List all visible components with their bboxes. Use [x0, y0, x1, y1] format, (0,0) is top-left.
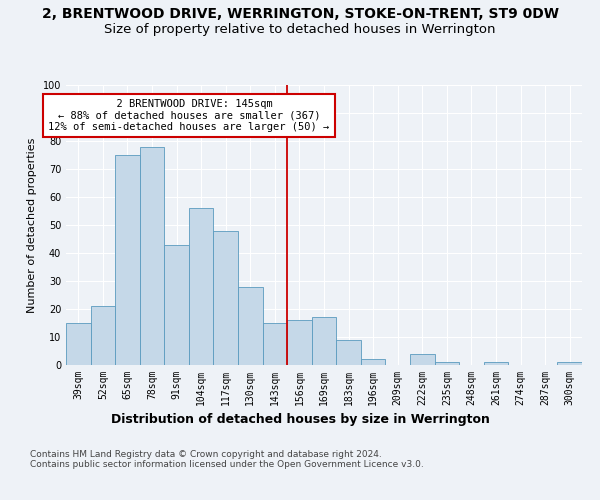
Text: Contains HM Land Registry data © Crown copyright and database right 2024.
Contai: Contains HM Land Registry data © Crown c… — [30, 450, 424, 469]
Bar — [115, 155, 140, 365]
Bar — [287, 320, 312, 365]
Bar — [66, 323, 91, 365]
Bar — [164, 244, 189, 365]
Bar — [91, 306, 115, 365]
Text: 2, BRENTWOOD DRIVE, WERRINGTON, STOKE-ON-TRENT, ST9 0DW: 2, BRENTWOOD DRIVE, WERRINGTON, STOKE-ON… — [41, 8, 559, 22]
Bar — [434, 362, 459, 365]
Bar — [312, 318, 336, 365]
Bar — [189, 208, 214, 365]
Bar — [214, 230, 238, 365]
Bar — [484, 362, 508, 365]
Y-axis label: Number of detached properties: Number of detached properties — [27, 138, 37, 312]
Bar — [410, 354, 434, 365]
Text: Size of property relative to detached houses in Werrington: Size of property relative to detached ho… — [104, 22, 496, 36]
Text: Distribution of detached houses by size in Werrington: Distribution of detached houses by size … — [110, 412, 490, 426]
Text: 2 BRENTWOOD DRIVE: 145sqm
← 88% of detached houses are smaller (367)
12% of semi: 2 BRENTWOOD DRIVE: 145sqm ← 88% of detac… — [48, 99, 329, 132]
Bar — [336, 340, 361, 365]
Bar — [238, 286, 263, 365]
Bar — [140, 146, 164, 365]
Bar — [557, 362, 582, 365]
Bar — [361, 360, 385, 365]
Bar — [263, 323, 287, 365]
